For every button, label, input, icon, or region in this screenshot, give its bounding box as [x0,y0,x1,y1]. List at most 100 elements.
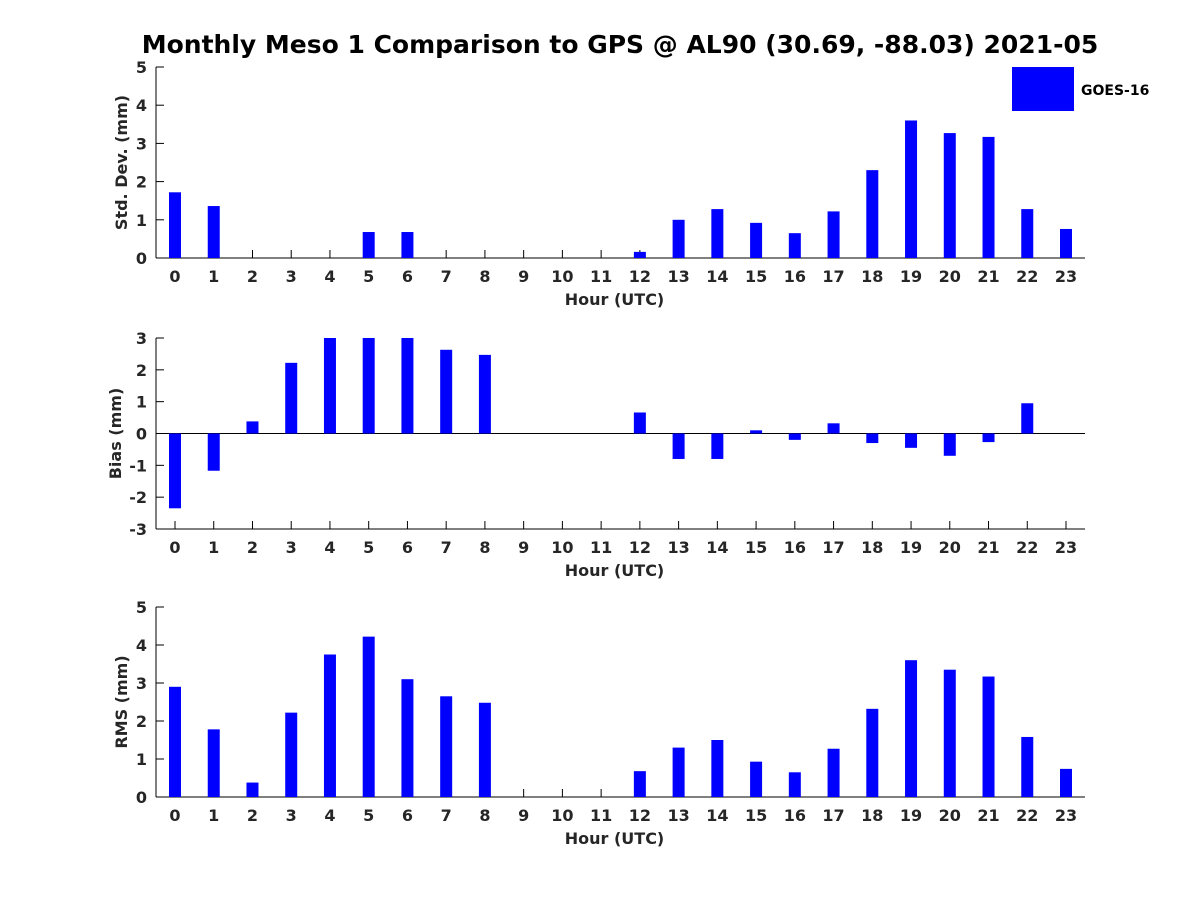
bar-hour-21 [982,136,995,258]
x-tick-label: 15 [745,806,767,825]
x-tick-label: 6 [402,267,413,286]
bar-hour-17 [827,423,840,434]
x-tick-label: 5 [363,538,374,557]
y-tick-label: 4 [136,636,147,655]
y-tick-label: 1 [136,393,147,412]
x-tick-label: 5 [363,806,374,825]
y-axis-label: Std. Dev. (mm) [112,95,131,230]
x-tick-label: 2 [247,806,258,825]
bar-hour-5 [362,232,375,258]
x-tick-label: 13 [667,806,689,825]
bar-hour-14 [711,740,724,797]
x-tick-label: 21 [977,806,999,825]
bar-hour-19 [905,433,918,448]
y-axis-label: Bias (mm) [106,388,125,480]
bar-hour-19 [905,660,918,797]
x-tick-label: 18 [861,806,883,825]
x-axis-label: Hour (UTC) [565,290,665,309]
x-tick-label: 4 [324,806,335,825]
bar-hour-18 [866,708,879,797]
bar-hour-6 [401,338,414,434]
x-tick-label: 22 [1016,806,1038,825]
x-tick-label: 3 [286,806,297,825]
x-tick-label: 3 [286,267,297,286]
x-tick-label: 5 [363,267,374,286]
bar-hour-1 [207,433,220,471]
x-tick-label: 2 [247,267,258,286]
chart-title: Monthly Meso 1 Comparison to GPS @ AL90 … [141,30,1099,59]
bar-hour-8 [478,702,491,797]
x-tick-label: 10 [551,806,573,825]
bar-hour-8 [478,354,491,434]
x-tick-label: 14 [706,267,728,286]
x-tick-label: 22 [1016,267,1038,286]
bar-hour-20 [943,433,956,456]
bar-hour-12 [633,771,646,797]
x-tick-label: 11 [590,267,612,286]
bar-hour-0 [169,433,181,509]
x-tick-label: 7 [441,538,452,557]
bar-hour-2 [246,782,259,797]
x-tick-label: 4 [324,267,335,286]
bar-hour-18 [866,433,879,444]
bar-hour-15 [750,430,763,434]
bar-hour-17 [827,748,840,797]
x-tick-label: 18 [861,538,883,557]
x-tick-label: 19 [900,806,922,825]
bar-hour-22 [1021,736,1034,797]
x-tick-label: 16 [784,806,806,825]
x-tick-label: 23 [1055,538,1077,557]
x-tick-label: 17 [822,806,844,825]
x-tick-label: 0 [169,806,180,825]
x-tick-label: 2 [247,538,258,557]
bar-hour-20 [943,133,956,258]
bar-hour-0 [169,192,181,258]
x-tick-label: 19 [900,538,922,557]
y-tick-label: 0 [136,425,147,444]
x-tick-label: 21 [977,538,999,557]
y-tick-label: 4 [136,96,147,115]
bar-hour-13 [672,747,685,797]
bar-hour-22 [1021,209,1034,258]
x-tick-label: 19 [900,267,922,286]
bar-hour-18 [866,170,879,258]
x-tick-label: 20 [939,538,961,557]
bar-hour-23 [1060,228,1072,258]
bar-hour-0 [169,686,181,797]
x-tick-label: 13 [667,538,689,557]
y-tick-label: 3 [136,674,147,693]
y-tick-label: -2 [129,488,147,507]
x-tick-label: 17 [822,267,844,286]
x-tick-label: 23 [1055,806,1077,825]
y-tick-label: 0 [136,788,147,807]
bar-hour-12 [633,412,646,434]
bar-hour-5 [362,338,375,434]
y-tick-label: -1 [129,456,147,475]
x-tick-label: 8 [479,267,490,286]
bar-hour-20 [943,669,956,797]
x-tick-label: 13 [667,267,689,286]
bar-hour-14 [711,209,724,258]
bar-hour-6 [401,679,414,797]
bar-hour-4 [323,338,336,434]
y-tick-label: 2 [136,173,147,192]
bar-hour-13 [672,219,685,258]
x-axis-label: Hour (UTC) [565,829,665,848]
bar-hour-17 [827,211,840,258]
x-tick-label: 12 [629,806,651,825]
x-tick-label: 1 [208,806,219,825]
x-tick-label: 16 [784,267,806,286]
bar-hour-6 [401,232,414,258]
y-tick-label: 0 [136,249,147,268]
x-tick-label: 23 [1055,267,1077,286]
x-tick-label: 3 [286,538,297,557]
x-tick-label: 9 [518,538,529,557]
x-tick-label: 11 [590,806,612,825]
y-axis-label: RMS (mm) [112,655,131,748]
bar-hour-14 [711,433,724,459]
bar-hour-12 [633,251,646,258]
bar-hour-5 [362,636,375,797]
